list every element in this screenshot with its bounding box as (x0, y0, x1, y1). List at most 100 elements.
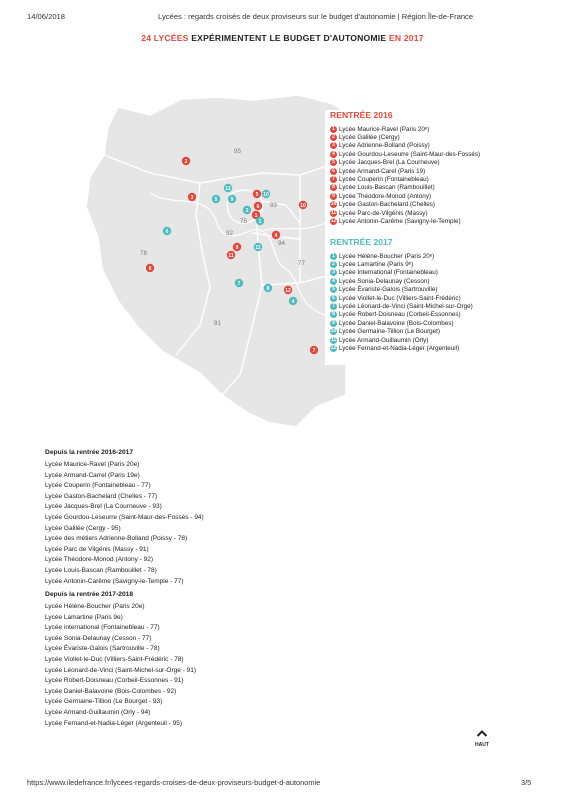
legend-item-label: Lycée Galilée (Cergy) (339, 134, 400, 142)
legend-number-badge: 10 (330, 328, 337, 336)
svg-text:1: 1 (259, 219, 262, 225)
legend-number-badge: 4 (330, 277, 337, 285)
legend-number-badge: 8 (330, 184, 337, 192)
list-item: Lycée Parc de Vilgénis (Massy - 91) (45, 545, 149, 553)
ile-de-france-map: 95 78 93 75 92 94 77 91 1 2 3 4 5 6 7 8 … (0, 55, 565, 445)
map-marker-2016-8[interactable]: 8 (145, 263, 155, 273)
legend-2016-heading: RENTRÉE 2016 (330, 110, 393, 120)
map-marker-2017-11[interactable]: 11 (253, 242, 263, 252)
map-marker-2017-1[interactable]: 1 (255, 216, 265, 226)
legend-item: 8 Lycée Robert-Doisneau (Corbeil-Essonnes… (330, 311, 520, 319)
dept-label-95: 95 (234, 148, 241, 155)
map-marker-2016-6[interactable]: 6 (253, 201, 263, 211)
svg-text:8: 8 (267, 286, 270, 292)
legend-item: 12 Lycée Antonin-Carême (Savigny-le-Templ… (330, 217, 520, 225)
list-item: Lycée Armand-Guillaumin (Orly - 94) (45, 708, 151, 716)
list-2016-heading: Depuis la rentrée 2016-2017 (45, 449, 134, 456)
svg-text:1: 1 (255, 213, 258, 219)
legend-item: 5 Lycée Évariste-Galois (Sartrouville) (330, 286, 520, 294)
list-item: Lycée Daniel-Balavoine (Bois-Colombes - … (45, 687, 177, 695)
legend-number-badge: 2 (330, 261, 337, 269)
map-marker-2016-12[interactable]: 12 (283, 285, 293, 295)
legend-number-badge: 11 (330, 336, 337, 344)
legend-number-badge: 7 (330, 176, 337, 184)
map-marker-2017-7[interactable]: 7 (234, 278, 244, 288)
map-marker-2016-1[interactable]: 1 (251, 210, 261, 220)
svg-text:10: 10 (263, 192, 269, 198)
svg-text:3: 3 (191, 195, 194, 201)
legend-number-badge: 7 (330, 303, 337, 311)
map-marker-2016-7[interactable]: 7 (309, 345, 319, 355)
title-count: 24 LYCÉES (141, 33, 189, 43)
legend-2017-list: 1 Lycée Hélène-Boucher (Paris 20ᵉ) 2 Lycée … (325, 252, 520, 353)
map-marker-2017-5[interactable]: 5 (211, 194, 221, 204)
legend-number-badge: 12 (330, 344, 337, 352)
legend-number-badge: 2 (330, 134, 337, 142)
legend-item-label: Lycée Maurice-Ravel (Paris 20ᵉ) (339, 125, 430, 133)
legend-item-label: Lycée Jacques-Brel (La Courneuve) (339, 159, 440, 167)
map-marker-2016-10[interactable]: 10 (298, 200, 308, 210)
legend-number-badge: 12 (330, 217, 337, 225)
list-since-2016: Depuis la rentrée 2016-2017 Lycée Mauric… (45, 449, 204, 587)
legend-number-badge: 6 (330, 294, 337, 302)
list-item: Lycée Maurice-Ravel (Paris 20e) (45, 461, 140, 468)
legend-item: 11 Lycée Armand-Guillaumin (Orly) (330, 336, 520, 344)
list-2017-items: Lycée Hélène-Boucher (Paris 20e) Lycée La… (45, 602, 196, 729)
map-marker-2016-9[interactable]: 9 (232, 242, 242, 252)
map-marker-2016-3[interactable]: 3 (187, 192, 197, 202)
legend-number-badge: 6 (330, 167, 337, 175)
map-marker-2017-6[interactable]: 6 (162, 226, 172, 236)
list-item: Lycée international (Fontainebleau - 77) (45, 624, 160, 632)
map-marker-2016-4[interactable]: 4 (271, 230, 281, 240)
map-marker-2016-5[interactable]: 5 (252, 189, 262, 199)
list-item: Lycée Germaine-Tillion (Le Bourget - 93) (45, 698, 163, 706)
legend-number-badge: 5 (330, 286, 337, 294)
svg-text:12: 12 (285, 288, 291, 294)
svg-text:11: 11 (255, 245, 261, 251)
map-marker-2017-10[interactable]: 10 (261, 189, 271, 199)
legend-number-badge: 5 (330, 159, 337, 167)
svg-text:10: 10 (300, 203, 306, 209)
svg-text:9: 9 (231, 197, 234, 203)
legend-number-badge: 1 (330, 252, 337, 260)
title-main: EXPÉRIMENTENT LE BUDGET D'AUTONOMIE (191, 33, 387, 43)
map-marker-2017-12[interactable]: 12 (223, 183, 233, 193)
list-item: Lycée Théodore-Monod (Antony - 92) (45, 556, 154, 564)
legend-item-label: Lycée Parc-de-Vilgénis (Massy) (339, 209, 428, 217)
back-to-top-button[interactable]: HAUT (470, 724, 494, 748)
legend-item-label: Lycée Couperin (Fontainebleau) (339, 176, 429, 184)
list-item: Lycée Galilée (Cergy - 95) (45, 524, 121, 532)
print-page-title: Lycées : regards croisés de deux provise… (158, 12, 474, 21)
legend-item-label: Lycée Théodore-Monod (Antony) (339, 192, 432, 200)
legend-item: 5 Lycée Jacques-Brel (La Courneuve) (330, 159, 520, 167)
map-marker-2017-9[interactable]: 9 (227, 194, 237, 204)
map-marker-2016-2[interactable]: 2 (181, 156, 191, 166)
map-marker-2016-11[interactable]: 11 (226, 250, 236, 260)
list-item: Lycée Antonin-Carême (Savigny-le-Temple … (45, 577, 184, 585)
map-marker-2017-8[interactable]: 8 (263, 283, 273, 293)
map-marker-2017-2[interactable]: 2 (242, 205, 252, 215)
legend-number-badge: 11 (330, 209, 337, 217)
svg-text:2: 2 (246, 208, 249, 214)
svg-text:9: 9 (236, 245, 239, 251)
dept-label-78: 78 (140, 250, 147, 257)
svg-text:7: 7 (313, 348, 316, 354)
list-item: Lycée Viollet-le-Duc (Villiers-Saint-Fré… (45, 655, 184, 663)
legend-number-badge: 3 (330, 269, 337, 277)
legend-item: 2 Lycée Galilée (Cergy) (330, 133, 520, 142)
legend-item-label: Lycée Viollet-le-Duc (Villiers-Saint-Fré… (339, 294, 461, 302)
legend-item-label: Lycée Daniel-Balavoine (Bois-Colombes) (339, 319, 454, 327)
list-item: Lycée Évariste-Galois (Sartrouville - 78… (45, 645, 160, 653)
print-date: 14/06/2018 (27, 12, 66, 21)
svg-text:5: 5 (256, 192, 259, 198)
svg-text:12: 12 (225, 186, 231, 192)
list-item: Lycée Fernand-et-Nadia-Léger (Argenteuil… (45, 719, 183, 727)
map-marker-2017-4[interactable]: 4 (288, 296, 298, 306)
list-item: Lycée Gaston-Bachelard (Chelles - 77) (45, 492, 158, 500)
legend-item: 1 Lycée Maurice-Ravel (Paris 20ᵉ) (330, 125, 520, 133)
list-item: Lycée Sonia-Delaunay (Cesson - 77) (45, 634, 152, 642)
title-year: EN 2017 (388, 33, 424, 43)
dept-label-92: 92 (226, 230, 233, 237)
legend-item-label: Lycée International (Fontainebleau) (339, 269, 438, 277)
infographic-title: 24 LYCÉES EXPÉRIMENTENT LE BUDGET D'AUTO… (0, 33, 565, 43)
